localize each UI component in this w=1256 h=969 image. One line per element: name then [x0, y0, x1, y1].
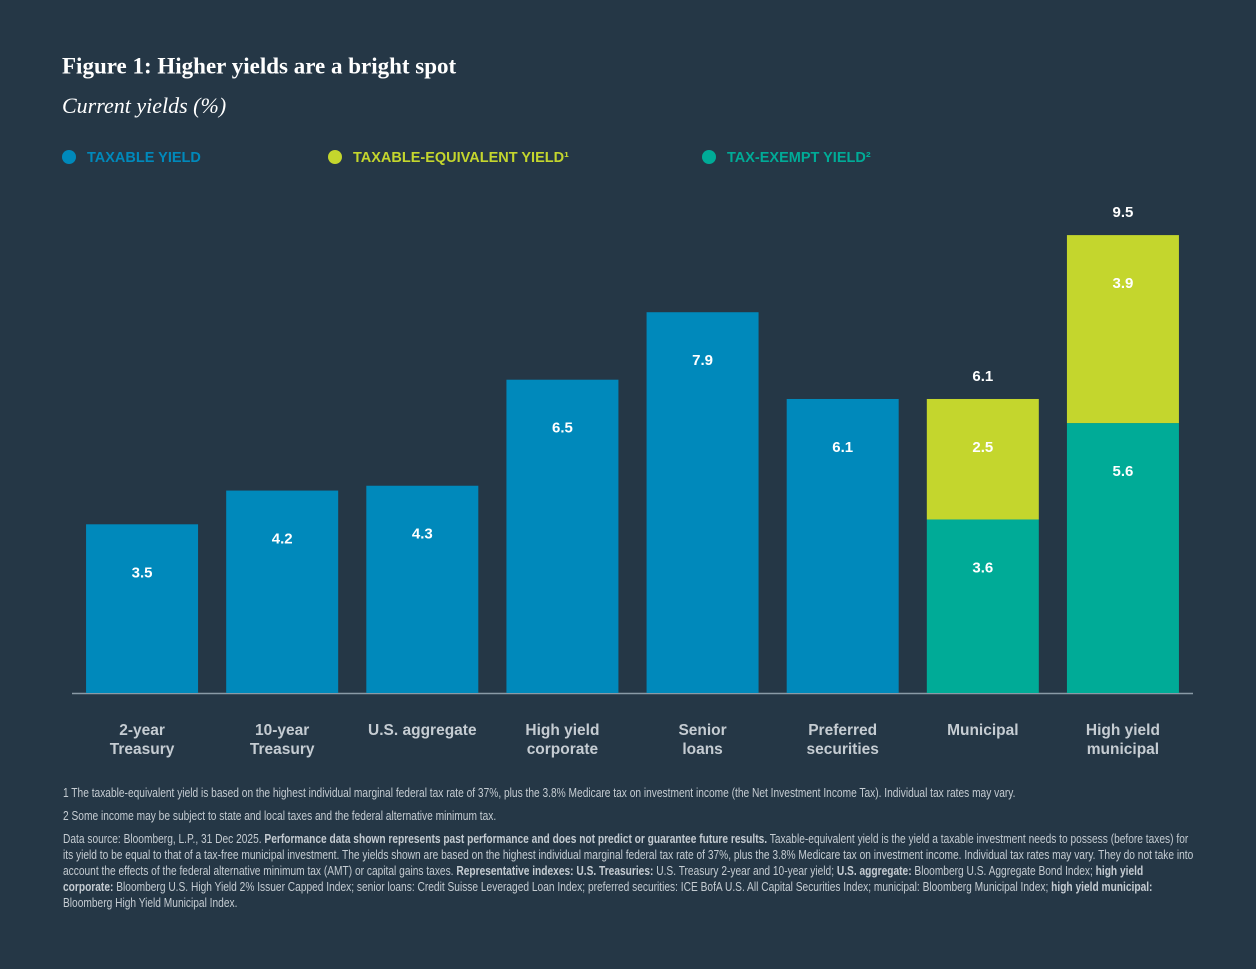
source-text: Representative indexes: U.S. Treasuries: — [456, 864, 654, 878]
value-label: 3.6 — [972, 559, 993, 576]
value-label: 5.6 — [1113, 463, 1134, 480]
bar — [646, 312, 759, 693]
chart-title: Figure 1: Higher yields are a bright spo… — [62, 53, 457, 78]
bar — [506, 379, 619, 693]
footnote: 1 The taxable-equivalent yield is based … — [63, 786, 1016, 800]
source-text: Data source: Bloomberg, L.P., 31 Dec 202… — [63, 832, 265, 846]
value-label: 3.9 — [1113, 275, 1134, 292]
source-note: Data source: Bloomberg, L.P., 31 Dec 202… — [63, 831, 1196, 911]
bar — [366, 485, 479, 693]
value-label: 6.5 — [552, 420, 573, 437]
total-label: 9.5 — [1113, 204, 1134, 221]
x-tick-label: Senior loans — [678, 722, 727, 758]
x-tick-label: Municipal — [947, 722, 1019, 739]
value-label: 4.2 — [272, 531, 293, 548]
chart-subtitle: Current yields (%) — [62, 93, 226, 118]
legend-marker — [702, 150, 716, 164]
value-label: 2.5 — [972, 439, 993, 456]
bar — [226, 490, 339, 693]
bar — [86, 524, 199, 693]
source-text: Taxable-equivalent yield is the yield a … — [63, 832, 1194, 878]
source-text: Bloomberg High Yield Municipal Index. — [63, 896, 238, 910]
legend-label: TAX-EXEMPT YIELD² — [727, 150, 871, 166]
x-tick-label: 10-year Treasury — [249, 722, 315, 758]
legend-label: TAXABLE YIELD — [87, 150, 201, 166]
footnote: 2 Some income may be subject to state an… — [63, 809, 497, 823]
source-text: Bloomberg U.S. Aggregate Bond Index; — [911, 864, 1096, 878]
x-tick-label: Preferred securities — [806, 722, 879, 758]
source-text: Performance data shown represents past p… — [264, 832, 768, 846]
value-label: 6.1 — [832, 439, 853, 456]
x-tick-label: U.S. aggregate — [368, 722, 477, 739]
total-label: 6.1 — [972, 368, 993, 385]
x-tick-label: High yield corporate — [525, 722, 600, 758]
source-text: U.S. aggregate: — [836, 864, 912, 878]
source-text: Bloomberg U.S. High Yield 2% Issuer Capp… — [113, 880, 1052, 894]
legend-marker — [62, 150, 76, 164]
bar — [926, 398, 1039, 520]
bar — [926, 519, 1039, 693]
bar — [1066, 423, 1179, 693]
source-text: U.S. Treasury 2-year and 10-year yield; — [653, 864, 837, 878]
bar — [1066, 235, 1179, 424]
x-tick-label: High yield municipal — [1085, 722, 1160, 758]
bar — [786, 398, 899, 693]
value-label: 7.9 — [692, 352, 713, 369]
notes: 1 The taxable-equivalent yield is based … — [63, 785, 1196, 918]
legend-marker — [328, 150, 342, 164]
source-text: high yield municipal: — [1051, 880, 1153, 894]
value-label: 3.5 — [132, 564, 153, 581]
source-text: high yield corporate: — [63, 864, 1144, 894]
legend-label: TAXABLE-EQUIVALENT YIELD¹ — [353, 150, 569, 166]
x-tick-label: 2-year Treasury — [109, 722, 175, 758]
value-label: 4.3 — [412, 526, 433, 543]
